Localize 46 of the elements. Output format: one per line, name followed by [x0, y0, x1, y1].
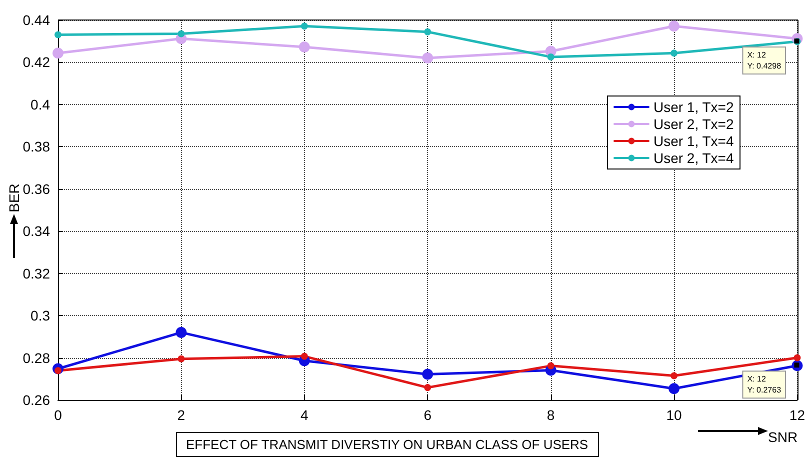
legend-label: User 2, Tx=4: [653, 150, 734, 166]
point: [547, 362, 554, 370]
legend-label: User 2, Tx=2: [653, 116, 734, 132]
point: [424, 28, 432, 36]
point: [422, 52, 434, 64]
y-tick-label: 0.44: [22, 12, 50, 28]
point: [424, 384, 432, 392]
x-tick-label: 10: [666, 407, 682, 423]
x-tick-label: 6: [424, 407, 432, 423]
point: [794, 354, 801, 362]
y-tick-label: 0.38: [22, 138, 50, 155]
point: [422, 368, 434, 380]
point: [668, 383, 680, 394]
point: [176, 326, 187, 338]
y-axis-title: BER: [6, 184, 22, 212]
y-tick-label: 0.32: [22, 265, 50, 282]
y-tick-label: 0.28: [22, 350, 50, 366]
point: [178, 355, 185, 362]
y-tick-label: 0.3: [30, 308, 50, 324]
point: [670, 372, 678, 380]
x-axis-title: SNR: [768, 429, 798, 445]
x-tick-label: 2: [177, 407, 186, 423]
x-tick-label: 12: [789, 407, 806, 423]
point: [298, 42, 310, 53]
y-tick-label: 0.4: [30, 96, 50, 112]
y-tick-label: 0.36: [22, 180, 50, 197]
x-tick-label: 4: [300, 407, 309, 423]
point: [668, 20, 680, 32]
point: [792, 360, 803, 372]
point: [54, 31, 62, 38]
text: EFFECT OF TRANSMIT DIVERSTIY ON URBAN CLASS OF USERS: [186, 437, 588, 452]
point: [547, 53, 554, 60]
annotation: X: 12 Y: 0.4298: [747, 50, 782, 71]
legend-label: User 1, Tx=4: [653, 133, 734, 149]
point: [300, 352, 308, 360]
x-tick-label: 8: [546, 407, 555, 423]
x-tick-label: 0: [54, 407, 62, 423]
point: [52, 48, 64, 59]
point: [300, 22, 308, 30]
point: [178, 30, 185, 38]
point: [670, 50, 678, 57]
y-tick-label: 0.42: [22, 54, 50, 70]
y-tick-label: 0.26: [22, 392, 50, 408]
annotation: X: 12 Y: 0.2763: [747, 374, 782, 395]
y-tick-label: 0.34: [22, 223, 50, 240]
legend-label: User 1, Tx=2: [653, 99, 734, 115]
